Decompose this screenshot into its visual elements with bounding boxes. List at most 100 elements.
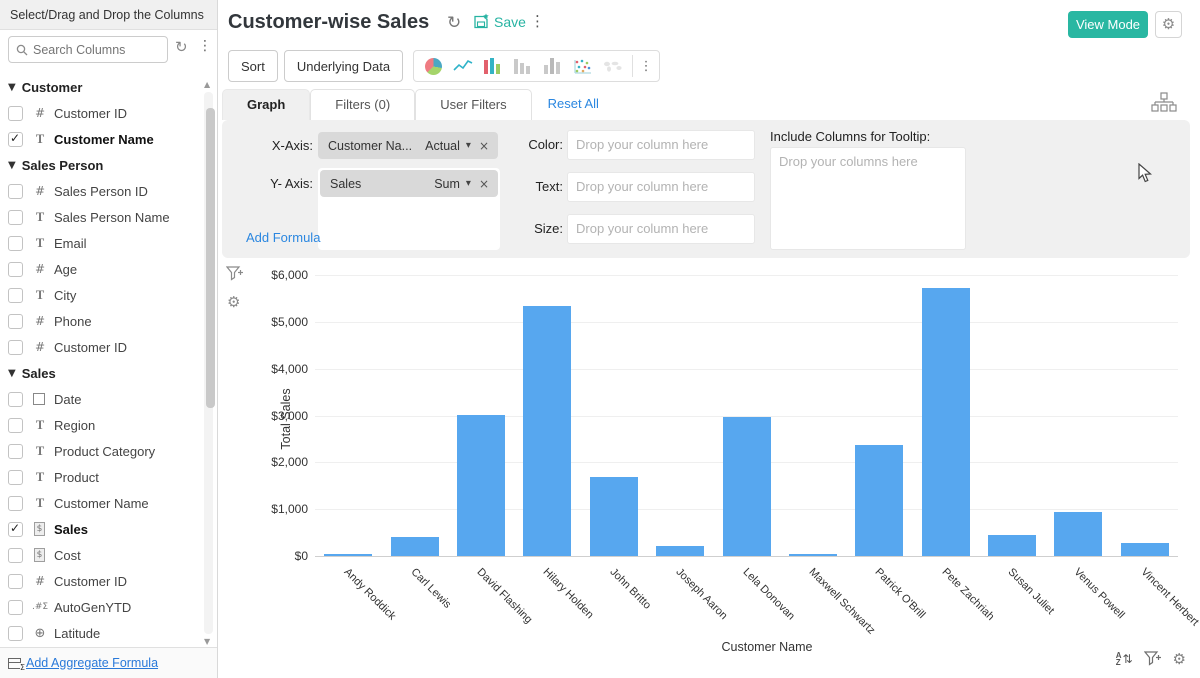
checkbox[interactable] (8, 183, 23, 199)
scrollbar-track[interactable] (204, 92, 215, 634)
checkbox[interactable] (8, 417, 23, 433)
checkbox[interactable] (8, 443, 23, 459)
bar-vincent-herbert[interactable] (1120, 543, 1169, 556)
color-dropzone[interactable]: Drop your column here (567, 130, 755, 160)
bar-chart-gray-icon[interactable] (508, 54, 538, 78)
sidebar-item-city[interactable]: T City (0, 282, 196, 308)
size-dropzone[interactable]: Drop your column here (567, 214, 755, 244)
bar-chart-colored-icon[interactable] (478, 54, 508, 78)
checkbox[interactable] (8, 235, 23, 251)
sidebar-item-sales-person-name[interactable]: T Sales Person Name (0, 204, 196, 230)
y-axis-mode[interactable]: Sum (434, 176, 460, 191)
checkbox[interactable] (8, 469, 23, 485)
sort-button[interactable]: Sort (228, 50, 278, 82)
add-aggregate-formula-link[interactable]: Add Aggregate Formula (26, 656, 159, 670)
search-columns-box[interactable] (8, 36, 168, 63)
bar-pete-zachriah[interactable] (921, 287, 970, 556)
sidebar-kebab-menu-icon[interactable]: ⋮ (198, 38, 212, 54)
remove-x-axis-icon[interactable]: × (478, 138, 489, 153)
checkbox[interactable] (8, 287, 23, 303)
text-dropzone[interactable]: Drop your column here (567, 172, 755, 202)
filter-plus-icon[interactable] (1143, 651, 1162, 667)
bar-david-flashing[interactable] (456, 414, 505, 556)
bar-joseph-aaron[interactable] (656, 545, 705, 556)
bar-maxwell-schwartz[interactable] (788, 554, 837, 556)
sidebar-item-phone[interactable]: # Phone (0, 308, 196, 334)
checkbox[interactable] (8, 547, 23, 563)
bar-lela-donovan[interactable] (722, 417, 771, 556)
checkbox[interactable] (8, 209, 23, 225)
checkbox[interactable] (8, 521, 23, 537)
view-mode-button[interactable]: View Mode (1068, 11, 1148, 38)
refresh-icon[interactable]: ↻ (447, 13, 462, 33)
tooltip-dropzone[interactable]: Drop your columns here (770, 147, 966, 250)
sidebar-item-product-category[interactable]: T Product Category (0, 438, 196, 464)
x-axis-mode[interactable]: Actual (425, 138, 460, 153)
header-gear-icon[interactable]: ⚙ (1155, 11, 1182, 38)
checkbox[interactable] (8, 391, 23, 407)
checkbox[interactable] (8, 573, 23, 589)
sidebar-item-sales[interactable]: $Sales (0, 516, 196, 542)
grouped-bar-gray-icon[interactable] (538, 54, 568, 78)
sidebar-item-product[interactable]: T Product (0, 464, 196, 490)
sidebar-item-cost[interactable]: $ Cost (0, 542, 196, 568)
pie-chart-icon[interactable] (418, 54, 448, 78)
chart-filter-plus-icon[interactable] (225, 266, 244, 282)
header-kebab-menu-icon[interactable]: ⋮ (530, 12, 545, 30)
more-chart-types-icon[interactable]: ⋮ (639, 58, 653, 74)
sidebar-scrollbar[interactable]: ▲ ▼ (202, 80, 215, 646)
settings-gear-icon[interactable]: ⚙ (1172, 650, 1186, 668)
save-button[interactable]: Save (473, 13, 526, 30)
y-axis-pill[interactable]: Sales Sum ▾ × (320, 170, 498, 197)
bar-carl-lewis[interactable] (390, 537, 439, 556)
sidebar-item-customer-id[interactable]: # Customer ID (0, 568, 196, 594)
search-columns-input[interactable] (33, 42, 148, 57)
add-formula-link[interactable]: Add Formula (246, 230, 321, 245)
world-map-icon[interactable] (598, 54, 628, 78)
sidebar-item-autogenytd[interactable]: .#Σ AutoGenYTD (0, 594, 196, 620)
sidebar-item-customer-id[interactable]: # Customer ID (0, 100, 196, 126)
bar-andy-roddick[interactable] (324, 554, 373, 556)
sidebar-item-region[interactable]: T Region (0, 412, 196, 438)
chevron-down-icon[interactable]: ▼ (8, 367, 16, 379)
remove-y-axis-icon[interactable]: × (478, 176, 489, 191)
tab-user-filters[interactable]: User Filters (415, 89, 532, 120)
checkbox[interactable] (8, 261, 23, 277)
sitemap-icon[interactable] (1151, 92, 1177, 117)
checkbox[interactable] (8, 313, 23, 329)
checkbox[interactable] (8, 131, 23, 147)
chevron-down-icon[interactable]: ▾ (465, 178, 471, 189)
scroll-down-icon[interactable]: ▼ (204, 637, 211, 646)
reset-all-link[interactable]: Reset All (547, 96, 599, 111)
sidebar-item-sales-person-id[interactable]: # Sales Person ID (0, 178, 196, 204)
bar-patrick-o-brill[interactable] (855, 444, 904, 556)
scatter-plot-icon[interactable] (568, 54, 598, 78)
scrollbar-thumb[interactable] (206, 108, 215, 408)
checkbox[interactable] (8, 599, 23, 615)
bar-john-britto[interactable] (589, 477, 638, 556)
bar-susan-juliet[interactable] (988, 535, 1037, 556)
line-chart-icon[interactable] (448, 54, 478, 78)
sidebar-group-customer[interactable]: ▼ Customer (8, 79, 83, 95)
tab-filters[interactable]: Filters (0) (310, 89, 416, 120)
checkbox[interactable] (8, 105, 23, 121)
bar-hilary-holden[interactable] (523, 306, 572, 556)
bar-venus-powell[interactable] (1054, 511, 1103, 556)
chevron-down-icon[interactable]: ▾ (465, 140, 471, 151)
checkbox[interactable] (8, 625, 23, 641)
sidebar-item-email[interactable]: T Email (0, 230, 196, 256)
checkbox[interactable] (8, 495, 23, 511)
sidebar-group-sales[interactable]: ▼ Sales (8, 365, 56, 381)
chart-gear-icon[interactable]: ⚙ (227, 293, 241, 311)
sidebar-item-age[interactable]: # Age (0, 256, 196, 282)
tab-graph[interactable]: Graph (222, 89, 311, 120)
sidebar-item-date[interactable]: Date (0, 386, 196, 412)
underlying-data-button[interactable]: Underlying Data (283, 50, 404, 82)
chevron-down-icon[interactable]: ▼ (8, 159, 16, 171)
checkbox[interactable] (8, 339, 23, 355)
scroll-up-icon[interactable]: ▲ (204, 80, 211, 89)
sort-az-icon[interactable]: A Z ⇅ (1115, 651, 1133, 667)
sidebar-item-customer-id[interactable]: # Customer ID (0, 334, 196, 360)
x-axis-pill[interactable]: Customer Na... Actual ▾ × (318, 132, 498, 159)
